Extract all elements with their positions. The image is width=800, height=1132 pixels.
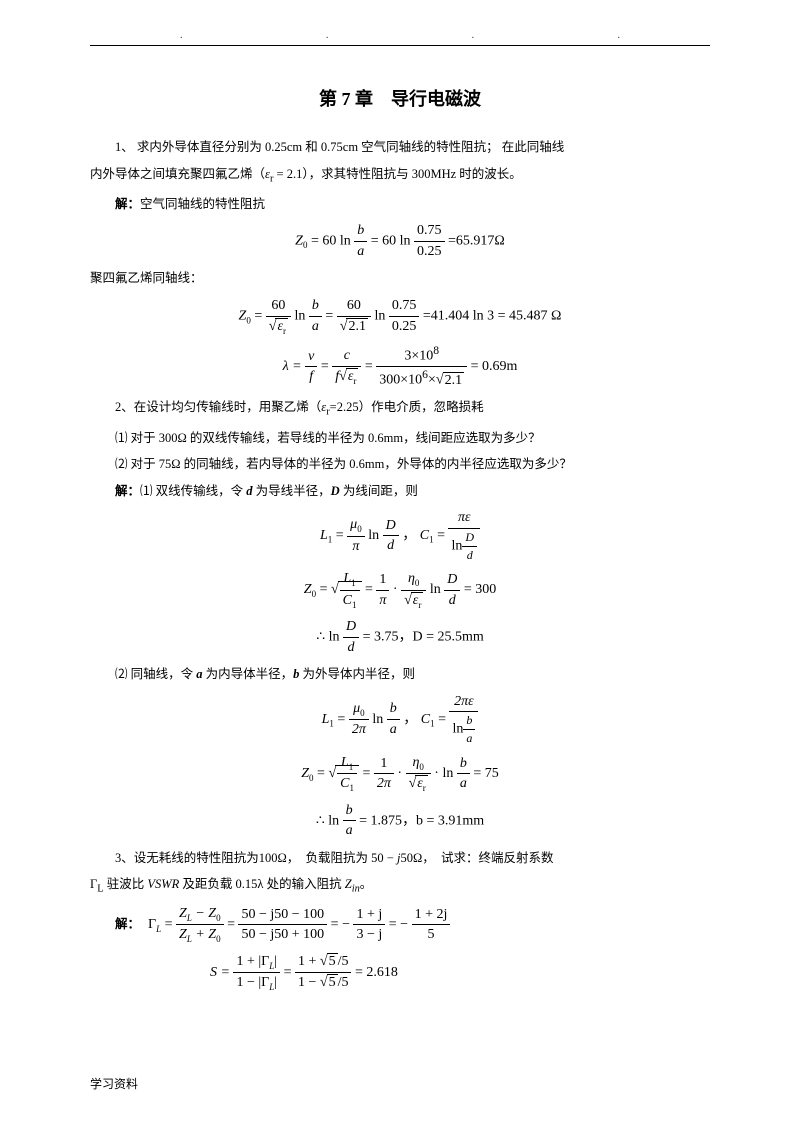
ptfe-label: 聚四氟乙烯同轴线：: [90, 267, 710, 290]
header-rule: [90, 45, 710, 46]
problem-2-line3: ⑵ 对于 75Ω 的同轴线，若内导体的半径为 0.6mm，外导体的内半径应选取为…: [90, 453, 710, 476]
formula-1-3: λ = vf = cf√εr = 3×108300×106×√2.1 = 0.6…: [90, 343, 710, 391]
problem-2-sol1: 解：⑴ 双线传输线，令 d 为导线半径，D 为线间距，则: [90, 480, 710, 503]
header-dots: . . . .: [180, 30, 620, 41]
formula-3-2: S = 1 + |ΓL|1 − |ΓL| = 1 + √5/51 − √5/5 …: [90, 952, 710, 994]
problem-2-line2: ⑴ 对于 300Ω 的双线传输线，若导线的半径为 0.6mm，线间距应选取为多少…: [90, 427, 710, 450]
footer-text: 学习资料: [90, 1075, 138, 1092]
formula-1-1: Z0 = 60 ln ba = 60 ln 0.750.25 =65.917Ω: [90, 221, 710, 261]
problem-2-line1: 2、在设计均匀传输线时，用聚乙烯（εr=2.25）作电介质，忽略损耗: [90, 396, 710, 422]
problem-3-line1: 3、设无耗线的特性阻抗为100Ω， 负载阻抗为 50 − j50Ω， 试求：终端…: [90, 847, 710, 870]
problem-2-sol2: ⑵ 同轴线，令 a 为内导体半径，b 为外导体内半径，则: [90, 663, 710, 686]
problem-1-solution: 解：空气同轴线的特性阻抗: [90, 193, 710, 216]
problem-1-text: 1、 求内外导体直径分别为 0.25cm 和 0.75cm 空气同轴线的特性阻抗…: [90, 136, 710, 159]
formula-2-1: L1 = μ0π ln Dd ， C1 = πεlnDd: [90, 508, 710, 563]
formula-2-2: Z0 = √L1C1 = 1π · η0√εr ln Dd = 300: [90, 569, 710, 611]
formula-1-2: Z0 = 60√εr ln ba = 60√2.1 ln 0.750.25 =4…: [90, 296, 710, 337]
chapter-title: 第 7 章 导行电磁波: [90, 85, 710, 111]
formula-2-3: ∴ ln Dd = 3.75，D = 25.5mm: [90, 617, 710, 657]
problem-1-text2: 内外导体之间填充聚四氟乙烯（εr = 2.1），求其特性阻抗与 300MHz 时…: [90, 163, 710, 189]
formula-2-6: ∴ ln ba = 1.875，b = 3.91mm: [90, 801, 710, 841]
problem-3-sol: 解： ΓL = ZL − Z0ZL + Z0 = 50 − j50 − 1005…: [90, 904, 710, 946]
formula-2-5: Z0 = √L1C1 = 12π · η0√εr · ln ba = 75: [90, 753, 710, 795]
formula-2-4: L1 = μ02π ln ba ， C1 = 2πεlnba: [90, 692, 710, 747]
problem-3-line2: ΓL 驻波比 VSWR 及距负载 0.15λ 处的输入阻抗 Zin。: [90, 873, 710, 899]
